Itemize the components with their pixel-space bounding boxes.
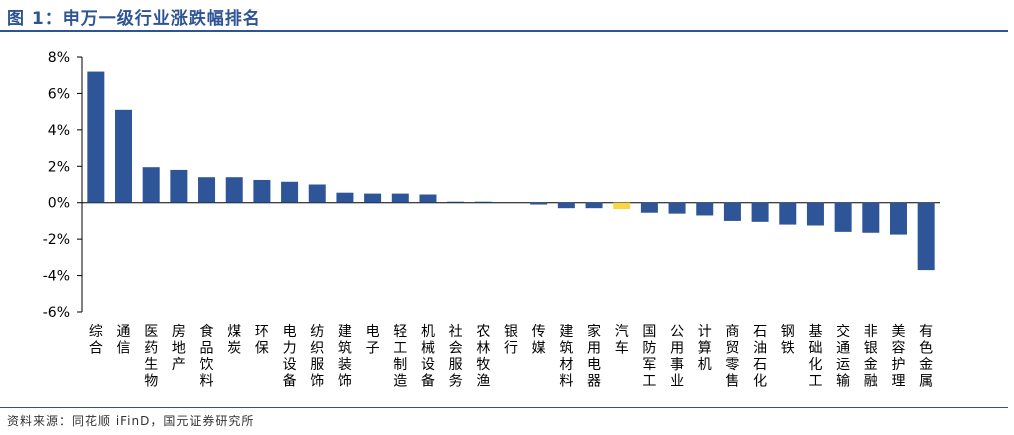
y-tick-label: 2% [48,159,70,175]
bar-8 [308,184,326,203]
figure-title: 图 1：申万一级行业涨跌幅排名 [7,9,261,29]
x-tick-label: 传媒 [532,324,546,357]
bar-1 [115,109,133,203]
x-tick-label: 电子 [366,324,380,357]
bar-19 [613,202,631,210]
x-tick-label: 商贸零售 [725,324,739,390]
x-tick-label: 国防军工 [642,324,656,390]
bar-17 [557,202,575,209]
x-tick-label: 公用事业 [670,324,684,390]
y-tick-label: 6% [48,86,70,102]
bar-26 [806,202,824,226]
x-tick-label: 食品饮料 [200,323,214,390]
x-tick-label: 房地产 [172,324,186,373]
bar-25 [779,202,797,225]
x-tick-label: 有色金属 [919,324,933,390]
x-tick-label: 计算机 [698,324,712,373]
x-tick-label: 纺织服饰 [310,324,324,390]
bar-27 [834,202,852,232]
bar-9 [336,192,354,203]
x-tick-label: 交通运输 [836,323,850,390]
x-tick-label: 建筑材料 [559,324,573,390]
bar-10 [364,193,382,203]
bar-13 [447,201,465,203]
bar-chart: 8%6%4%2%0%-2%-4%-6% 综合通信医药生物房地产食品饮料煤炭环保电… [43,50,940,390]
bar-7 [281,181,299,203]
y-tick-label: 8% [48,50,70,66]
bar-29 [889,202,907,235]
x-tick-label: 煤炭 [227,324,241,357]
y-tick-label: 0% [48,196,70,212]
bar-24 [751,202,769,222]
bar-14 [474,201,492,203]
bar-30 [917,202,935,271]
bar-20 [640,202,658,213]
bar-5 [225,177,243,203]
bar-12 [419,194,437,203]
y-tick-label: 4% [48,123,70,139]
bar-22 [696,202,714,216]
y-tick-label: -4% [43,269,70,285]
x-tick-label: 轻工制造 [393,324,407,390]
bar-11 [391,193,409,203]
x-tick-label: 钢铁 [781,324,795,357]
y-tick-label: -2% [43,232,70,248]
x-tick-label: 农林牧渔 [476,324,490,390]
bar-18 [585,202,603,209]
x-tick-label: 医药生物 [144,324,158,390]
bar-6 [253,179,271,203]
x-tick-label: 通信 [117,324,131,357]
footer-divider [0,407,1008,408]
title-divider [0,30,1008,32]
x-tick-label: 电力设备 [283,324,297,390]
x-tick-label: 银行 [504,324,518,357]
source-note: 资料来源：同花顺 iFinD，国元证券研究所 [7,414,255,428]
bar-2 [142,167,160,203]
x-tick-label: 非银金融 [864,324,878,390]
bar-16 [530,202,548,205]
x-tick-label: 家用电器 [587,323,601,390]
y-tick-label: -6% [43,305,70,321]
x-tick-label: 环保 [255,324,269,357]
bar-28 [862,202,880,233]
x-tick-label: 美容护理 [891,324,905,390]
x-tick-label: 建筑装饰 [338,324,352,390]
bar-21 [668,202,686,214]
x-tick-label: 汽车 [615,324,629,357]
bar-3 [170,169,188,203]
x-tick-label: 基础化工 [808,323,822,390]
bar-4 [198,177,216,203]
x-tick-label: 综合 [89,324,103,357]
bar-23 [723,202,741,221]
x-tick-label: 社会服务 [449,324,463,390]
x-tick-label: 机械设备 [421,324,435,390]
bar-0 [87,71,105,203]
x-tick-label: 石油石化 [753,324,767,390]
